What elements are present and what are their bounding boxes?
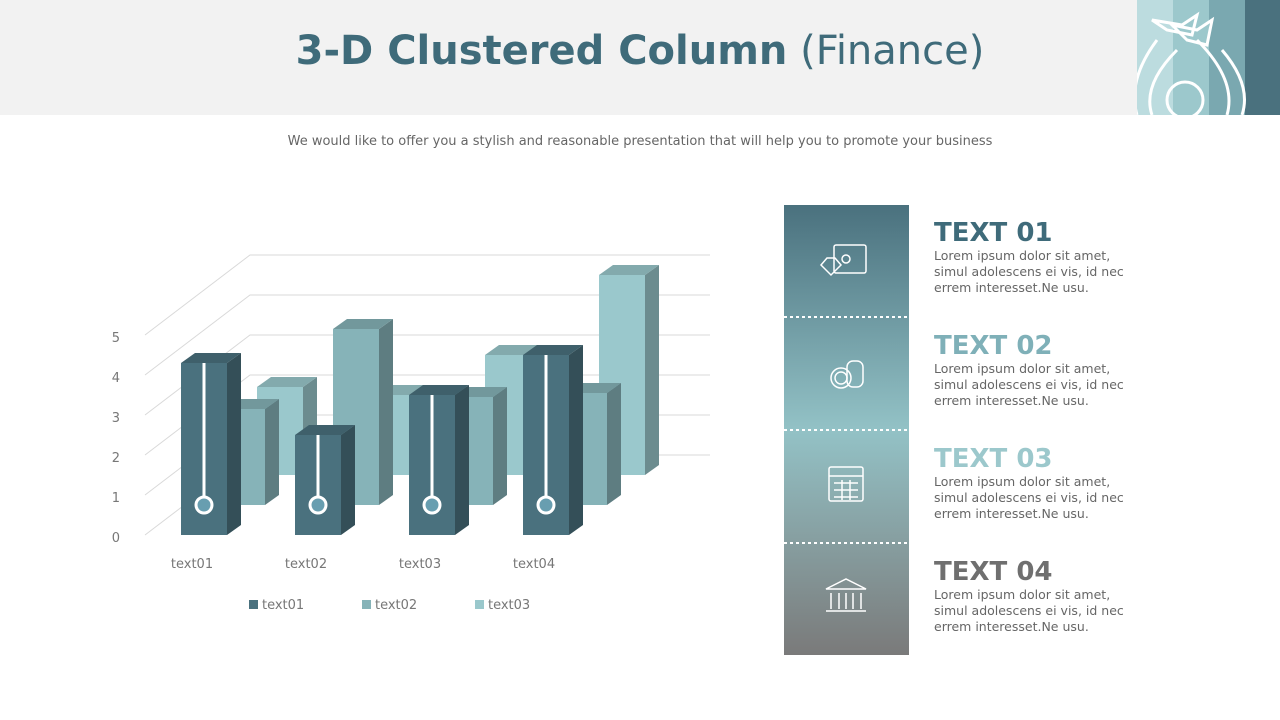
- bar: [295, 425, 355, 535]
- bank-icon: [825, 578, 867, 612]
- y-tick-label: 4: [112, 371, 120, 386]
- bar-indicator-dot: [422, 495, 442, 515]
- legend-swatch: [249, 600, 258, 609]
- bar-top: [295, 425, 355, 435]
- title-rest: (Finance): [800, 28, 985, 74]
- dividers: [784, 316, 909, 544]
- x-tick-label: text01: [171, 557, 213, 572]
- bar-top: [523, 345, 583, 355]
- bar: [333, 319, 393, 505]
- bar: [409, 385, 469, 535]
- item-title: TEXT 01: [934, 218, 1053, 248]
- chart: 0 1 2 3 4 5 text01 text02 text03 text04 text01 text…: [112, 254, 710, 613]
- legend-label: text01: [262, 598, 304, 613]
- item-body: Lorem ipsum dolor sit amet, simul adoles…: [934, 587, 1124, 634]
- x-tick-label: text04: [513, 557, 555, 572]
- item-title: TEXT 02: [934, 331, 1053, 361]
- x-tick-label: text02: [285, 557, 327, 572]
- grid-line: [144, 254, 710, 336]
- safe-icon: [819, 244, 867, 277]
- header-decoration: [1137, 0, 1280, 115]
- bar-top: [599, 265, 659, 275]
- bar-top: [181, 353, 241, 363]
- bar-top: [257, 377, 317, 387]
- bar-side: [455, 385, 469, 535]
- y-tick-label: 2: [112, 451, 120, 466]
- x-tick-label: text03: [399, 557, 441, 572]
- item-title: TEXT 04: [934, 557, 1053, 587]
- legend-swatch: [362, 600, 371, 609]
- y-tick-label: 5: [112, 331, 120, 346]
- title-bold: 3-D Clustered Column: [295, 28, 788, 74]
- subtitle: We would like to offer you a stylish and…: [287, 134, 993, 149]
- y-tick-label: 3: [112, 411, 120, 426]
- bar-indicator-dot: [308, 495, 328, 515]
- item-body: Lorem ipsum dolor sit amet, simul adoles…: [934, 248, 1124, 295]
- bar-side: [493, 387, 507, 505]
- panel-item: TEXT 04 Lorem ipsum dolor sit amet, simul…: [934, 557, 1134, 635]
- header-band: [0, 0, 1280, 115]
- grid-line: [144, 294, 710, 376]
- bar-side: [379, 319, 393, 505]
- bar-side: [341, 425, 355, 535]
- legend-swatch: [475, 600, 484, 609]
- item-title: TEXT 03: [934, 444, 1053, 474]
- calculator-icon: [828, 466, 864, 502]
- bar: [523, 345, 583, 535]
- bar-side: [645, 265, 659, 475]
- bar-indicator-dot: [536, 495, 556, 515]
- bar-top: [333, 319, 393, 329]
- y-tick-label: 0: [112, 531, 120, 546]
- grid-line: [144, 334, 710, 416]
- bar-top: [409, 385, 469, 395]
- bar-indicator-dot: [194, 495, 214, 515]
- side-panel: [784, 205, 909, 655]
- bar-side: [227, 353, 241, 535]
- item-body: Lorem ipsum dolor sit amet, simul adoles…: [934, 361, 1124, 408]
- panel-item: TEXT 03 Lorem ipsum dolor sit amet, simul…: [934, 444, 1134, 522]
- panel-item: TEXT 01 Lorem ipsum dolor sit amet, simul…: [934, 218, 1134, 296]
- panel-item: TEXT 02 Lorem ipsum dolor sit amet, simul…: [934, 331, 1134, 409]
- coins-icon: [830, 360, 864, 389]
- icons: [819, 244, 867, 612]
- money-bag-icon: [1137, 11, 1246, 115]
- title: 3-D Clustered Column (Finance): [0, 28, 1280, 74]
- bar-side: [569, 345, 583, 535]
- y-tick-label: 1: [112, 491, 120, 506]
- bar-side: [607, 383, 621, 505]
- bar: [181, 353, 241, 535]
- item-body: Lorem ipsum dolor sit amet, simul adoles…: [934, 474, 1124, 521]
- bar-side: [265, 399, 279, 505]
- stripe: [1245, 0, 1280, 115]
- legend-label: text02: [375, 598, 417, 613]
- legend-label: text03: [488, 598, 530, 613]
